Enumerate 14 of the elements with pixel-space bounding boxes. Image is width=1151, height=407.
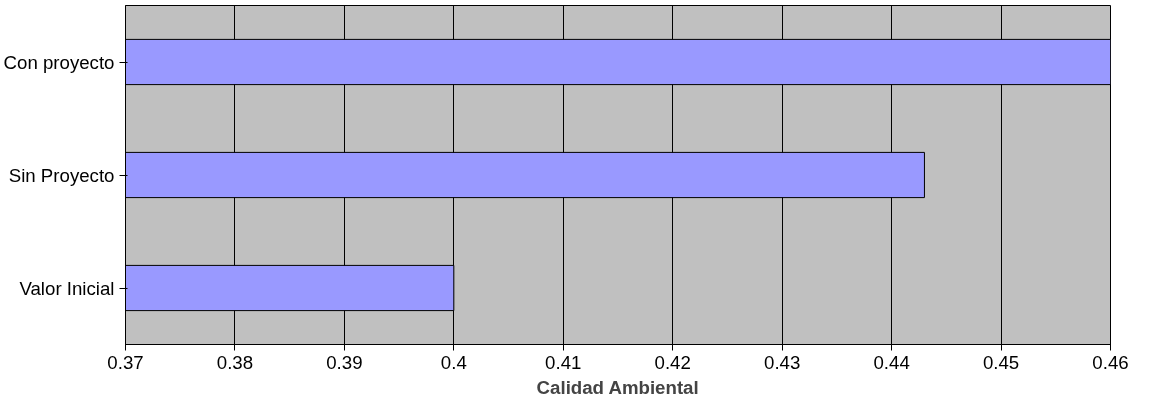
- x-tick-label: 0.37: [107, 351, 144, 373]
- x-tick-label: 0.42: [654, 351, 691, 373]
- x-tick-label: 0.39: [326, 351, 363, 373]
- x-tick-label: 0.44: [873, 351, 910, 373]
- y-tick-label: Valor Inicial: [19, 277, 115, 299]
- x-tick-label: 0.41: [545, 351, 582, 373]
- x-tick-label: 0.45: [982, 351, 1020, 373]
- x-tick-label: 0.4: [440, 351, 467, 373]
- x-tick-label: 0.38: [216, 351, 254, 373]
- x-tick-label: 0.46: [1092, 351, 1129, 373]
- x-tick-label: 0.43: [764, 351, 801, 373]
- y-tick-label: Sin Proyecto: [8, 164, 115, 186]
- y-tick-label: Con proyecto: [3, 51, 115, 73]
- x-axis-title: Calidad Ambiental: [536, 376, 699, 398]
